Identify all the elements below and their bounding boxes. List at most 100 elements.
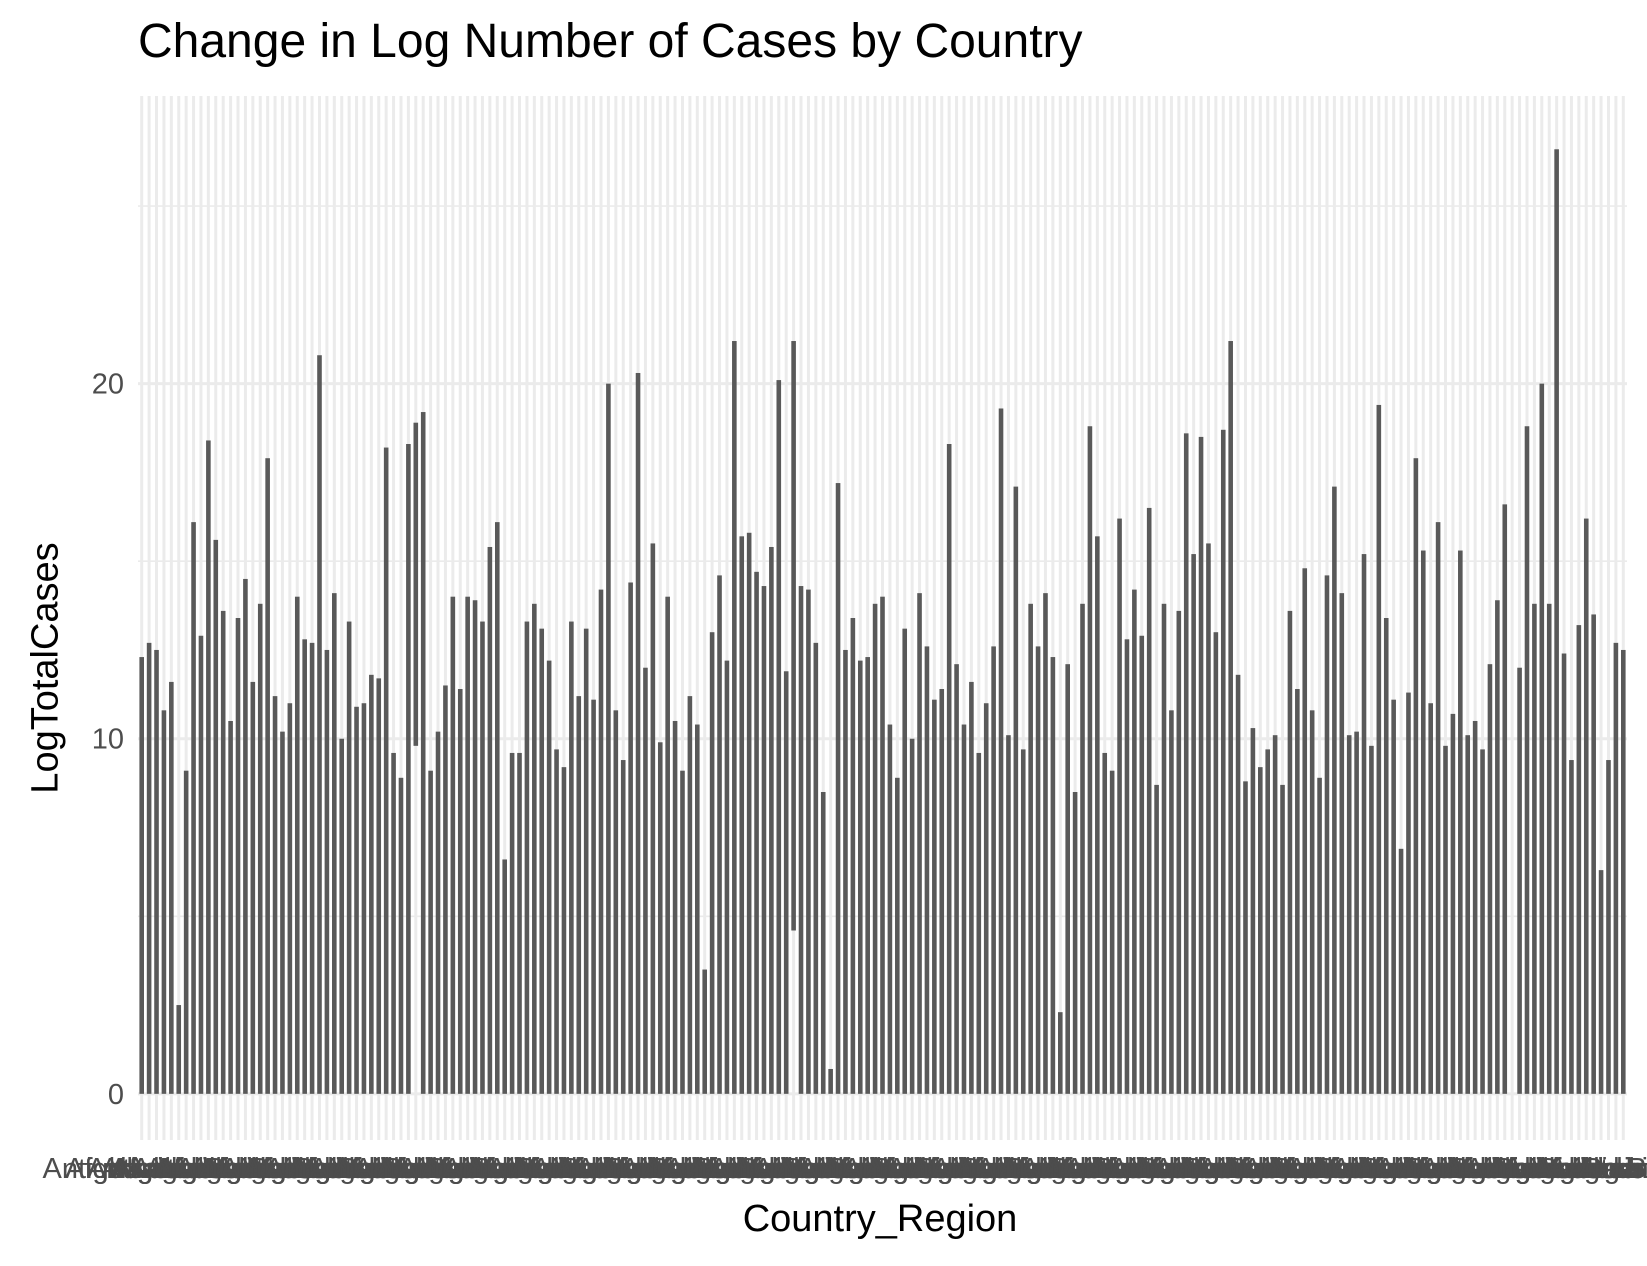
x-tick-label: Angola xyxy=(1549,1153,1640,1185)
bar xyxy=(961,724,967,1094)
x-tick-label: Andorra xyxy=(1401,1153,1505,1185)
bar xyxy=(220,610,226,1094)
x-tick-label: Algeria xyxy=(245,1153,336,1185)
x-tick-label: Algeria xyxy=(378,1153,469,1185)
bar xyxy=(880,596,885,1094)
bar xyxy=(620,760,626,1094)
bar xyxy=(1383,618,1389,1094)
bar xyxy=(169,681,174,1094)
x-tick-label: Antigua and Barbuda xyxy=(1287,1153,1560,1185)
bar xyxy=(1569,760,1574,1094)
x-tick-label: Antigua and Barbuda xyxy=(176,1153,449,1185)
x-tick-label: Andorra xyxy=(335,1153,439,1185)
bar xyxy=(1487,664,1493,1094)
bar xyxy=(769,546,774,1094)
x-tick-label: Albania xyxy=(1256,1153,1354,1185)
bar xyxy=(1250,728,1256,1094)
bar xyxy=(302,639,307,1094)
bar xyxy=(665,596,670,1094)
x-tick-label: Albania xyxy=(279,1153,377,1185)
x-tick-label: Afghanistan xyxy=(1176,1153,1329,1185)
x-tick-label: Andorra xyxy=(1179,1153,1283,1185)
x-tick-label: Algeria xyxy=(1178,1153,1269,1185)
x-tick-label: Algeria xyxy=(1578,1153,1647,1185)
bar xyxy=(1376,404,1382,1094)
bar xyxy=(1406,692,1411,1094)
x-tick-label: Angola xyxy=(882,1153,973,1185)
bar xyxy=(976,752,982,1094)
bar xyxy=(895,777,900,1094)
bar xyxy=(1146,507,1152,1094)
x-tick-label: Andorra xyxy=(557,1153,661,1185)
x-tick-label: Andorra xyxy=(1224,1153,1328,1185)
bar xyxy=(339,738,345,1094)
x-tick-label: Afghanistan xyxy=(821,1153,974,1185)
bar xyxy=(1361,554,1367,1094)
bar xyxy=(1420,550,1426,1094)
x-tick-label: Antigua and Barbuda xyxy=(265,1153,538,1185)
bar xyxy=(280,731,285,1094)
bar xyxy=(332,593,337,1094)
x-tick-label: Antigua and Barbuda xyxy=(131,1153,404,1185)
x-tick-label: Andorra xyxy=(957,1153,1061,1185)
bar xyxy=(672,720,678,1094)
bar xyxy=(1354,731,1359,1094)
bar xyxy=(576,696,582,1094)
x-tick-label: Algeria xyxy=(956,1153,1047,1185)
bar xyxy=(1546,603,1552,1094)
x-tick-label: Afghanistan xyxy=(1132,1153,1285,1185)
x-tick-label: Andorra xyxy=(512,1153,616,1185)
bar xyxy=(272,696,278,1094)
bar xyxy=(1139,635,1145,1094)
bar xyxy=(243,578,248,1094)
x-tick-label: Angola xyxy=(837,1153,928,1185)
bar xyxy=(398,777,404,1094)
x-tick-label: Albania xyxy=(412,1153,510,1185)
x-tick-label: Algeria xyxy=(334,1153,425,1185)
bar xyxy=(1324,575,1330,1094)
x-tick-label: Algeria xyxy=(1089,1153,1180,1185)
bar xyxy=(250,681,256,1094)
x-tick-label: Andorra xyxy=(1312,1153,1416,1185)
x-tick-label: Afghanistan xyxy=(332,1153,485,1185)
x-tick-label: Angola xyxy=(1193,1153,1284,1185)
x-tick-label: Angola xyxy=(1460,1153,1551,1185)
x-tick-label: Afghanistan xyxy=(1399,1153,1552,1185)
bar xyxy=(1020,749,1026,1094)
bar xyxy=(324,649,330,1094)
x-tick-label: Antigua and Barbuda xyxy=(620,1153,893,1185)
x-tick-label: Afghanistan xyxy=(421,1153,574,1185)
x-tick-label: Angola xyxy=(1326,1153,1417,1185)
bar xyxy=(1258,767,1263,1094)
x-tick-label: Albania xyxy=(145,1153,243,1185)
bar xyxy=(257,603,263,1094)
x-tick-label: Algeria xyxy=(867,1153,958,1185)
bar xyxy=(680,770,685,1094)
x-tick-label: Algeria xyxy=(111,1153,202,1185)
bar xyxy=(494,522,500,1094)
x-tick-label: Antigua and Barbuda xyxy=(309,1153,582,1185)
x-tick-label: Angola xyxy=(926,1153,1017,1185)
x-tick-label: Andorra xyxy=(779,1153,883,1185)
bar xyxy=(309,642,315,1094)
x-tick-label: Albania xyxy=(1123,1153,1221,1185)
bar xyxy=(1206,543,1211,1094)
bar xyxy=(1472,720,1478,1094)
bar xyxy=(1495,600,1500,1094)
x-tick-label: Afghanistan xyxy=(1221,1153,1374,1185)
x-tick-label: Afghanistan xyxy=(198,1153,351,1185)
bar xyxy=(1043,593,1048,1094)
x-tick-label: Afghanistan xyxy=(554,1153,707,1185)
bar xyxy=(1591,614,1596,1094)
x-tick-label: Antigua and Barbuda xyxy=(87,1153,360,1185)
bar xyxy=(1532,603,1537,1094)
x-tick-label: Algeria xyxy=(734,1153,825,1185)
x-tick-label: Andorra xyxy=(1001,1153,1105,1185)
bar xyxy=(509,752,515,1094)
bar xyxy=(1132,589,1137,1094)
bar xyxy=(739,536,745,1094)
y-axis-ticks: 0 10 20 xyxy=(92,369,124,1111)
x-tick-label: Algeria xyxy=(1400,1153,1491,1185)
chart-title: Change in Log Number of Cases by Country xyxy=(138,15,1083,68)
x-tick-label: Angola xyxy=(571,1153,662,1185)
